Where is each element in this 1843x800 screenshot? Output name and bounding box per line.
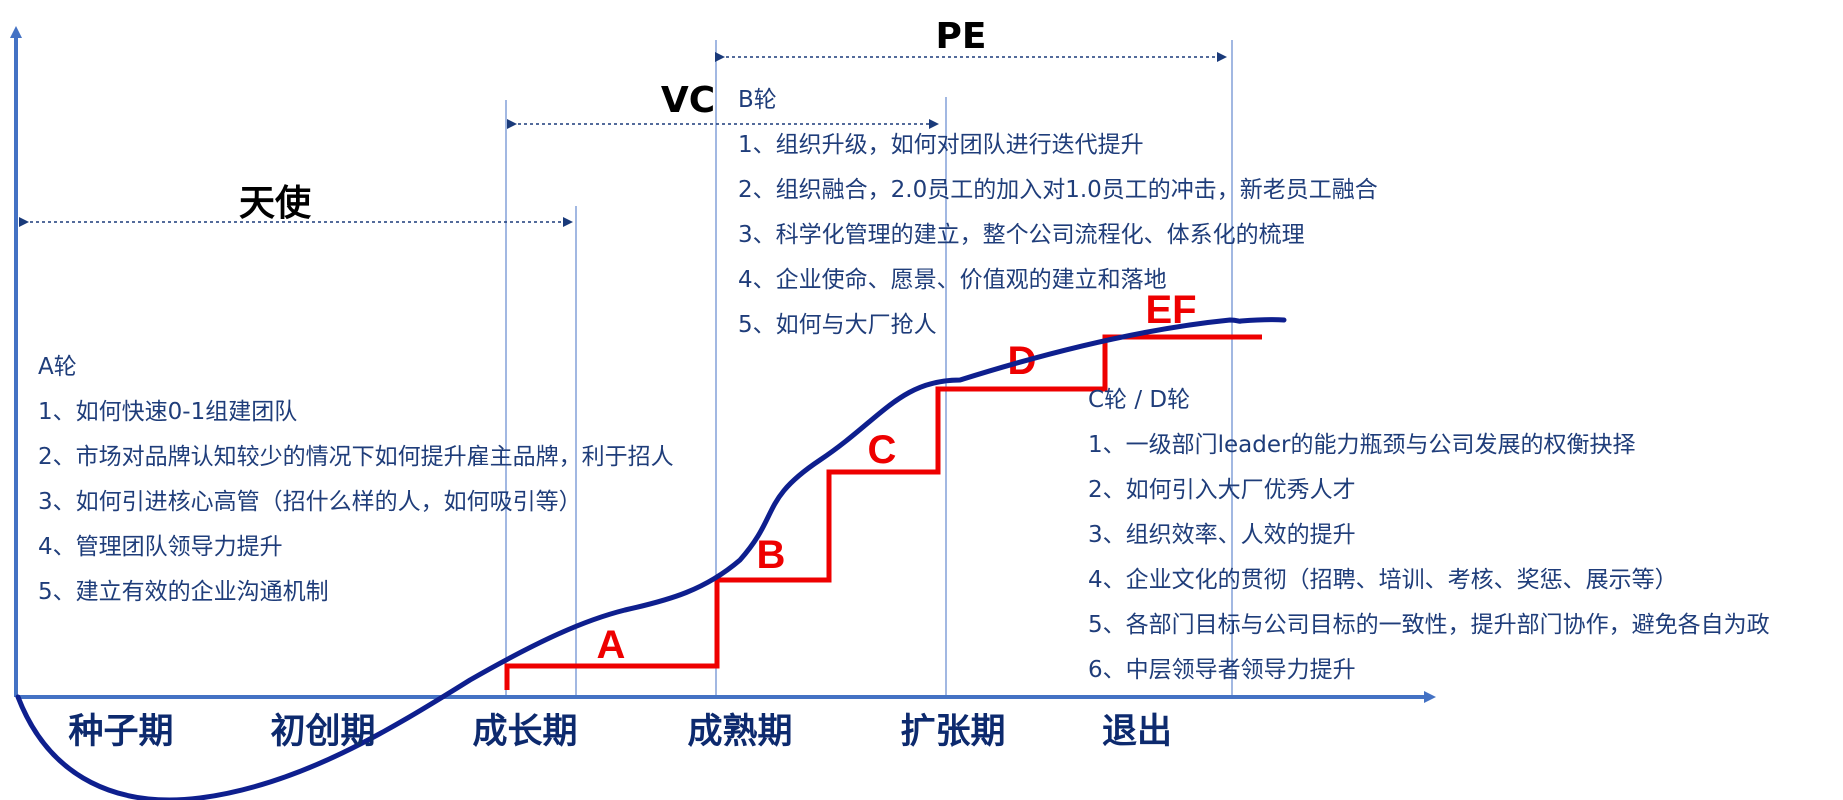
cd-round-item-1: 1、一级部门leader的能力瓶颈与公司发展的权衡抉择 [1088,432,1636,458]
vc-label: VC [661,80,715,121]
funding-staircase [504,334,1262,690]
stage-label-mature: 成熟期 [687,712,792,752]
a-round-item-3: 3、如何引进核心高管（招什么样的人，如何吸引等） [38,489,582,515]
b-round-item-5: 5、如何与大厂抢人 [738,312,937,338]
cd-round-item-6: 6、中层领导者领导力提升 [1088,657,1356,683]
step-label-c: C [868,428,897,472]
b-round-item-4: 4、企业使命、愿景、价值观的建立和落地 [738,267,1167,293]
a-round-item-5: 5、建立有效的企业沟通机制 [38,579,329,605]
stage-label-startup: 初创期 [270,712,375,752]
stage-label-exit: 退出 [1102,712,1172,752]
a-round-item-2: 2、市场对品牌认知较少的情况下如何提升雇主品牌，利于招人 [38,444,674,470]
b-round-block: B轮 1、组织升级，如何对团队进行迭代提升 2、组织融合，2.0员工的加入对1.… [738,78,1378,348]
cd-round-block: C轮 / D轮 1、一级部门leader的能力瓶颈与公司发展的权衡抉择 2、如何… [1088,378,1770,693]
b-round-item-2: 2、组织融合，2.0员工的加入对1.0员工的冲击，新老员工融合 [738,177,1378,203]
stage-label-seed: 种子期 [68,712,173,752]
a-round-item-1: 1、如何快速0-1组建团队 [38,399,298,425]
cd-round-title: C轮 / D轮 [1088,387,1191,413]
step-label-a: A [597,623,626,667]
cd-round-item-2: 2、如何引入大厂优秀人才 [1088,477,1356,503]
pe-label: PE [936,16,987,57]
cd-round-item-3: 3、组织效率、人效的提升 [1088,522,1356,548]
cd-round-item-4: 4、企业文化的贯彻（招聘、培训、考核、奖惩、展示等） [1088,567,1678,593]
step-label-b: B [757,533,786,577]
b-round-item-1: 1、组织升级，如何对团队进行迭代提升 [738,132,1144,158]
stage-label-expansion: 扩张期 [900,712,1005,752]
growth-curve [15,317,1287,800]
a-round-title: A轮 [38,354,77,380]
cd-round-item-5: 5、各部门目标与公司目标的一致性，提升部门协作，避免各自为政 [1088,612,1770,638]
a-round-item-4: 4、管理团队领导力提升 [38,534,283,560]
b-round-item-3: 3、科学化管理的建立，整个公司流程化、体系化的梳理 [738,222,1305,248]
b-round-title: B轮 [738,87,777,113]
stage-label-growth: 成长期 [472,712,577,752]
a-round-block: A轮 1、如何快速0-1组建团队 2、市场对品牌认知较少的情况下如何提升雇主品牌… [38,345,674,615]
angel-label: 天使 [239,183,312,224]
